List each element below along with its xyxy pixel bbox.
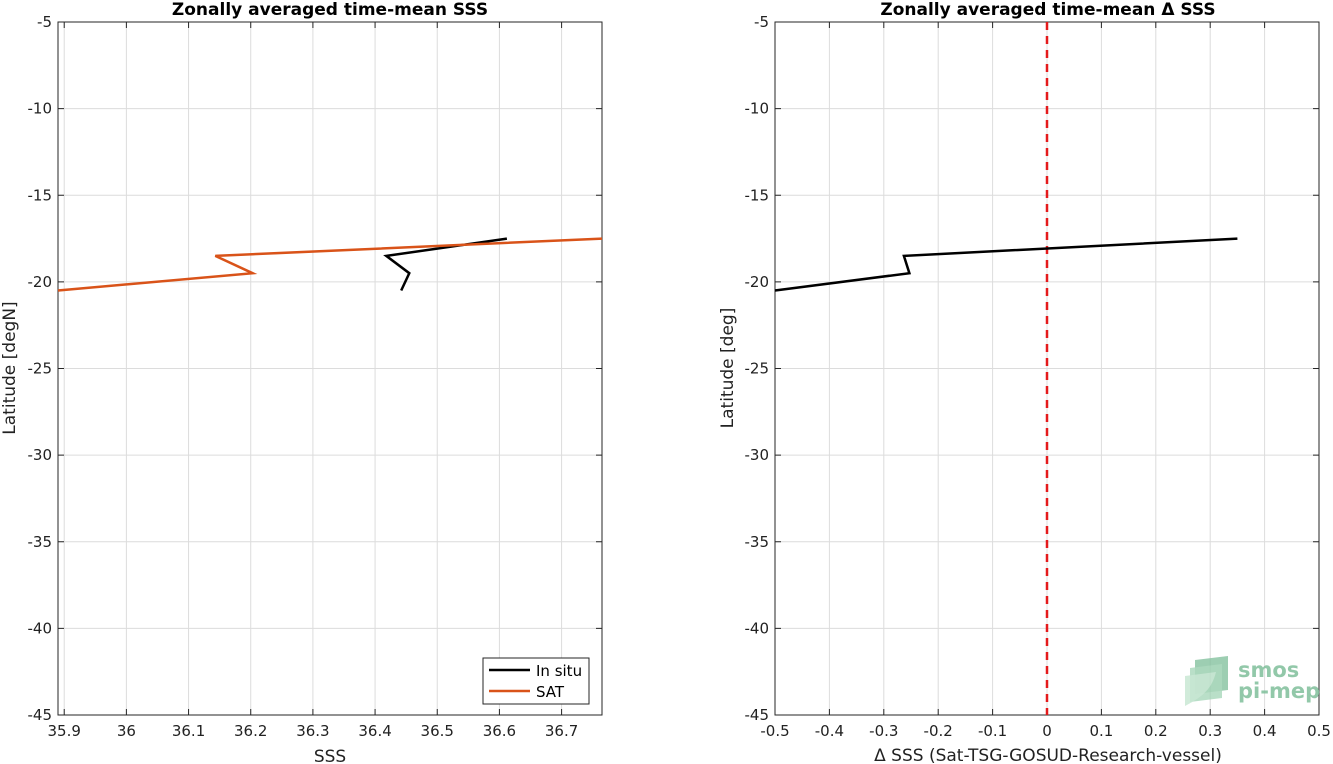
- delta-sss-x-tick-label: 0.3: [1198, 722, 1222, 740]
- sss-x-tick-label: 36.3: [296, 722, 329, 740]
- sss-x-tick-label: 36.6: [483, 722, 516, 740]
- delta-sss-y-tick-label: -25: [745, 360, 770, 378]
- delta-sss-x-tick-label: -0.2: [924, 722, 953, 740]
- delta-sss-chart-title: Zonally averaged time-mean Δ SSS: [880, 0, 1215, 20]
- delta-sss-y-tick-label: -30: [745, 446, 770, 464]
- delta-sss-y-axis-label: Latitude [deg]: [718, 308, 738, 429]
- delta-sss-x-tick-label: -0.3: [869, 722, 898, 740]
- delta-sss-y-tick-label: -40: [745, 619, 770, 637]
- sss-x-tick-label: 36.7: [545, 722, 578, 740]
- sss-legend: In situ SAT: [482, 657, 590, 705]
- sss-panel: 35.9 36 36.1 36.2 36.3 36.4 36.5 36.6 36.7 -45-4…: [0, 0, 603, 764]
- sss-y-tick-label: -20: [28, 273, 53, 291]
- sss-x-axis-label: SSS: [314, 747, 346, 764]
- sss-y-tick-label: -30: [28, 446, 53, 464]
- sss-x-tick-label: 36.4: [358, 722, 391, 740]
- sss-x-tick-label: 36.1: [172, 722, 205, 740]
- sss-y-axis-label: Latitude [degN]: [0, 301, 20, 434]
- sss-y-tick-label: -35: [28, 533, 53, 551]
- delta-sss-y-tick-label: -20: [745, 273, 770, 291]
- delta-sss-x-tick-label: 0.4: [1253, 722, 1277, 740]
- sss-series-line-in-situ: [383, 237, 508, 292]
- sss-y-tick-label: -45: [28, 706, 53, 724]
- delta-sss-y-tick-label: -15: [745, 186, 770, 204]
- sss-series-line-sat: [57, 237, 603, 292]
- delta-sss-x-tick-label: 0: [1042, 722, 1052, 740]
- sss-y-ticks: -45 -40 -35 -30 -25 -20 -15 -10 -5: [28, 13, 602, 724]
- sss-x-tick-label: 35.9: [48, 722, 81, 740]
- sss-y-tick-label: -10: [28, 100, 53, 118]
- legend-label-sat: SAT: [536, 683, 565, 701]
- legend-box: [482, 657, 590, 705]
- sss-y-tick-label: -15: [28, 186, 53, 204]
- delta-sss-panel: -0.5 -0.4 -0.3 -0.2 -0.1 0 0.1 0.2 0.3 0.4 0.5 -45…: [718, 0, 1331, 764]
- legend-label-in-situ: In situ: [536, 662, 582, 680]
- delta-sss-y-tick-label: -5: [754, 13, 769, 31]
- delta-sss-y-ticks: -45 -40 -35 -30 -25 -20 -15 -10 -5: [745, 13, 1319, 724]
- sss-x-tick-label: 36.5: [421, 722, 454, 740]
- delta-sss-series-line-delta: [774, 237, 1238, 292]
- sss-x-tick-label: 36: [117, 722, 136, 740]
- logo-waves-icon: [1185, 656, 1228, 706]
- sss-series: [57, 237, 603, 292]
- sss-y-tick-label: -25: [28, 360, 53, 378]
- delta-sss-x-tick-label: -0.4: [815, 722, 844, 740]
- delta-sss-x-tick-label: 0.2: [1144, 722, 1168, 740]
- delta-sss-x-tick-label: 0.1: [1089, 722, 1113, 740]
- delta-sss-y-tick-label: -10: [745, 100, 770, 118]
- delta-sss-x-tick-label: 0.5: [1307, 722, 1331, 740]
- delta-sss-x-ticks: -0.5 -0.4 -0.3 -0.2 -0.1 0 0.1 0.2 0.3 0.4 0.5: [760, 22, 1331, 740]
- delta-sss-series: [774, 237, 1238, 292]
- delta-sss-y-tick-label: -35: [745, 533, 770, 551]
- logo-text-line-1: smos: [1238, 658, 1299, 682]
- logo-text-line-2: pi-mep: [1238, 679, 1320, 703]
- sss-x-tick-label: 36.2: [234, 722, 267, 740]
- delta-sss-x-tick-label: -0.1: [978, 722, 1007, 740]
- sss-grid: [58, 21, 602, 716]
- delta-sss-x-tick-label: -0.5: [760, 722, 789, 740]
- smos-pi-mep-logo: smos pi-mep: [1185, 656, 1320, 706]
- delta-sss-x-axis-label: Δ SSS (Sat-TSG-GOSUD-Research-vessel): [874, 746, 1222, 764]
- sss-y-tick-label: -5: [37, 13, 52, 31]
- delta-sss-y-tick-label: -45: [745, 706, 770, 724]
- sss-y-tick-label: -40: [28, 619, 53, 637]
- sss-x-ticks: 35.9 36 36.1 36.2 36.3 36.4 36.5 36.6 36.7: [48, 22, 578, 740]
- sss-chart-title: Zonally averaged time-mean SSS: [172, 0, 488, 20]
